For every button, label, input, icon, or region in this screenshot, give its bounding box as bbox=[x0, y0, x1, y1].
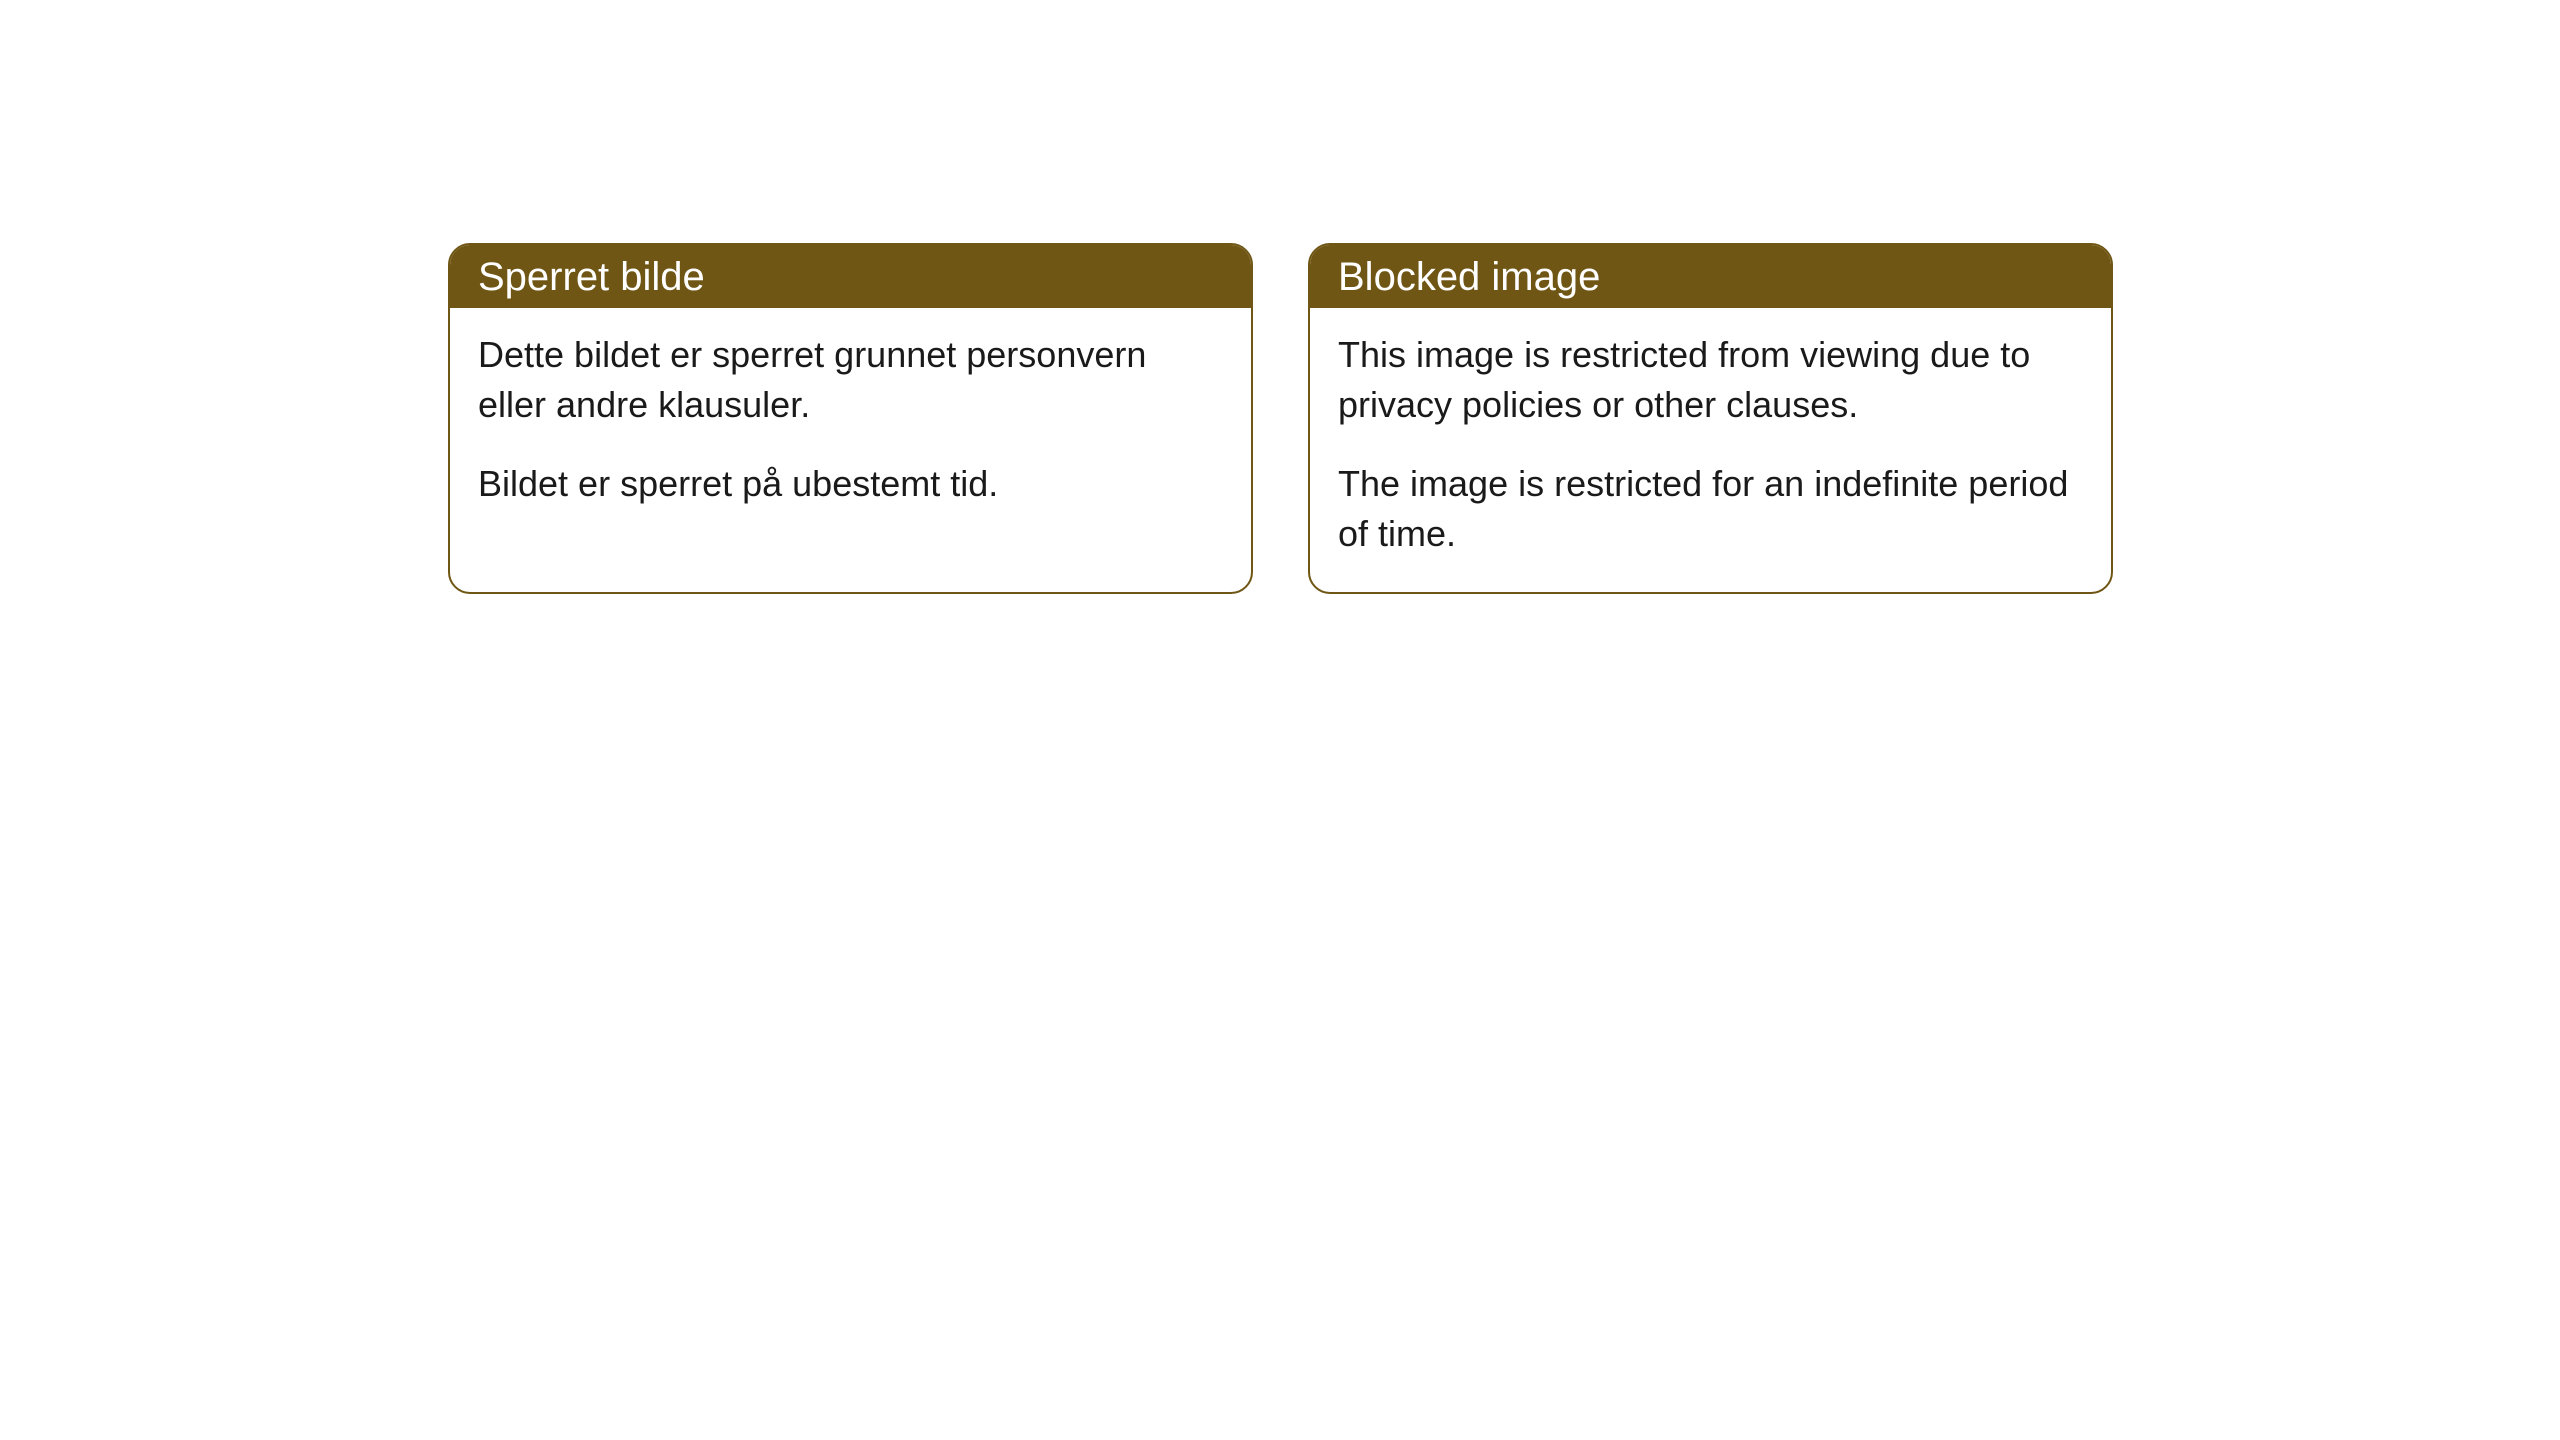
card-paragraph-1: This image is restricted from viewing du… bbox=[1338, 330, 2083, 431]
card-body-english: This image is restricted from viewing du… bbox=[1310, 308, 2111, 592]
card-paragraph-2: The image is restricted for an indefinit… bbox=[1338, 459, 2083, 560]
card-title: Blocked image bbox=[1338, 255, 1600, 299]
card-body-norwegian: Dette bildet er sperret grunnet personve… bbox=[450, 308, 1251, 541]
card-paragraph-2: Bildet er sperret på ubestemt tid. bbox=[478, 459, 1223, 509]
card-title: Sperret bilde bbox=[478, 255, 705, 299]
card-header-norwegian: Sperret bilde bbox=[450, 245, 1251, 308]
card-header-english: Blocked image bbox=[1310, 245, 2111, 308]
notice-card-english: Blocked image This image is restricted f… bbox=[1308, 243, 2113, 594]
notice-cards-container: Sperret bilde Dette bildet er sperret gr… bbox=[448, 243, 2113, 594]
notice-card-norwegian: Sperret bilde Dette bildet er sperret gr… bbox=[448, 243, 1253, 594]
card-paragraph-1: Dette bildet er sperret grunnet personve… bbox=[478, 330, 1223, 431]
